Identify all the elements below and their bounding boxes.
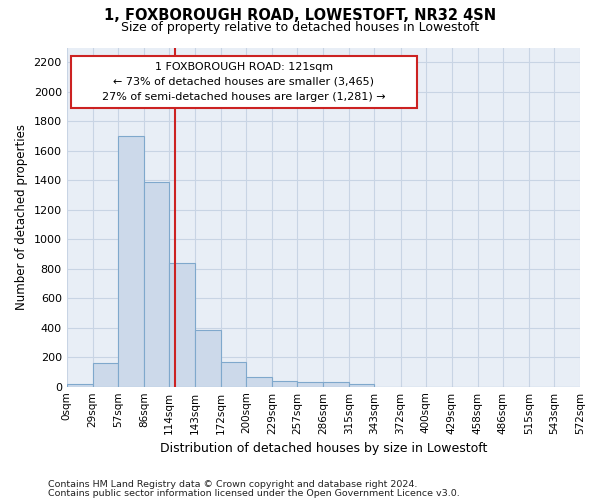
Y-axis label: Number of detached properties: Number of detached properties bbox=[15, 124, 28, 310]
Bar bbox=[272, 381, 298, 386]
Text: 1 FOXBOROUGH ROAD: 121sqm: 1 FOXBOROUGH ROAD: 121sqm bbox=[155, 62, 333, 72]
Text: ← 73% of detached houses are smaller (3,465): ← 73% of detached houses are smaller (3,… bbox=[113, 77, 374, 87]
FancyBboxPatch shape bbox=[71, 56, 416, 108]
Bar bbox=[246, 377, 272, 386]
Bar bbox=[349, 384, 374, 386]
Bar bbox=[144, 182, 169, 386]
Bar bbox=[323, 382, 349, 386]
Bar bbox=[169, 263, 195, 386]
Bar bbox=[67, 384, 92, 386]
Bar bbox=[118, 136, 144, 386]
Text: 1, FOXBOROUGH ROAD, LOWESTOFT, NR32 4SN: 1, FOXBOROUGH ROAD, LOWESTOFT, NR32 4SN bbox=[104, 8, 496, 22]
Bar bbox=[195, 330, 221, 386]
Text: Size of property relative to detached houses in Lowestoft: Size of property relative to detached ho… bbox=[121, 21, 479, 34]
Bar bbox=[298, 382, 323, 386]
Text: 27% of semi-detached houses are larger (1,281) →: 27% of semi-detached houses are larger (… bbox=[102, 92, 386, 102]
Text: Contains public sector information licensed under the Open Government Licence v3: Contains public sector information licen… bbox=[48, 488, 460, 498]
Bar bbox=[221, 362, 246, 386]
Text: Contains HM Land Registry data © Crown copyright and database right 2024.: Contains HM Land Registry data © Crown c… bbox=[48, 480, 418, 489]
Bar bbox=[92, 363, 118, 386]
X-axis label: Distribution of detached houses by size in Lowestoft: Distribution of detached houses by size … bbox=[160, 442, 487, 455]
